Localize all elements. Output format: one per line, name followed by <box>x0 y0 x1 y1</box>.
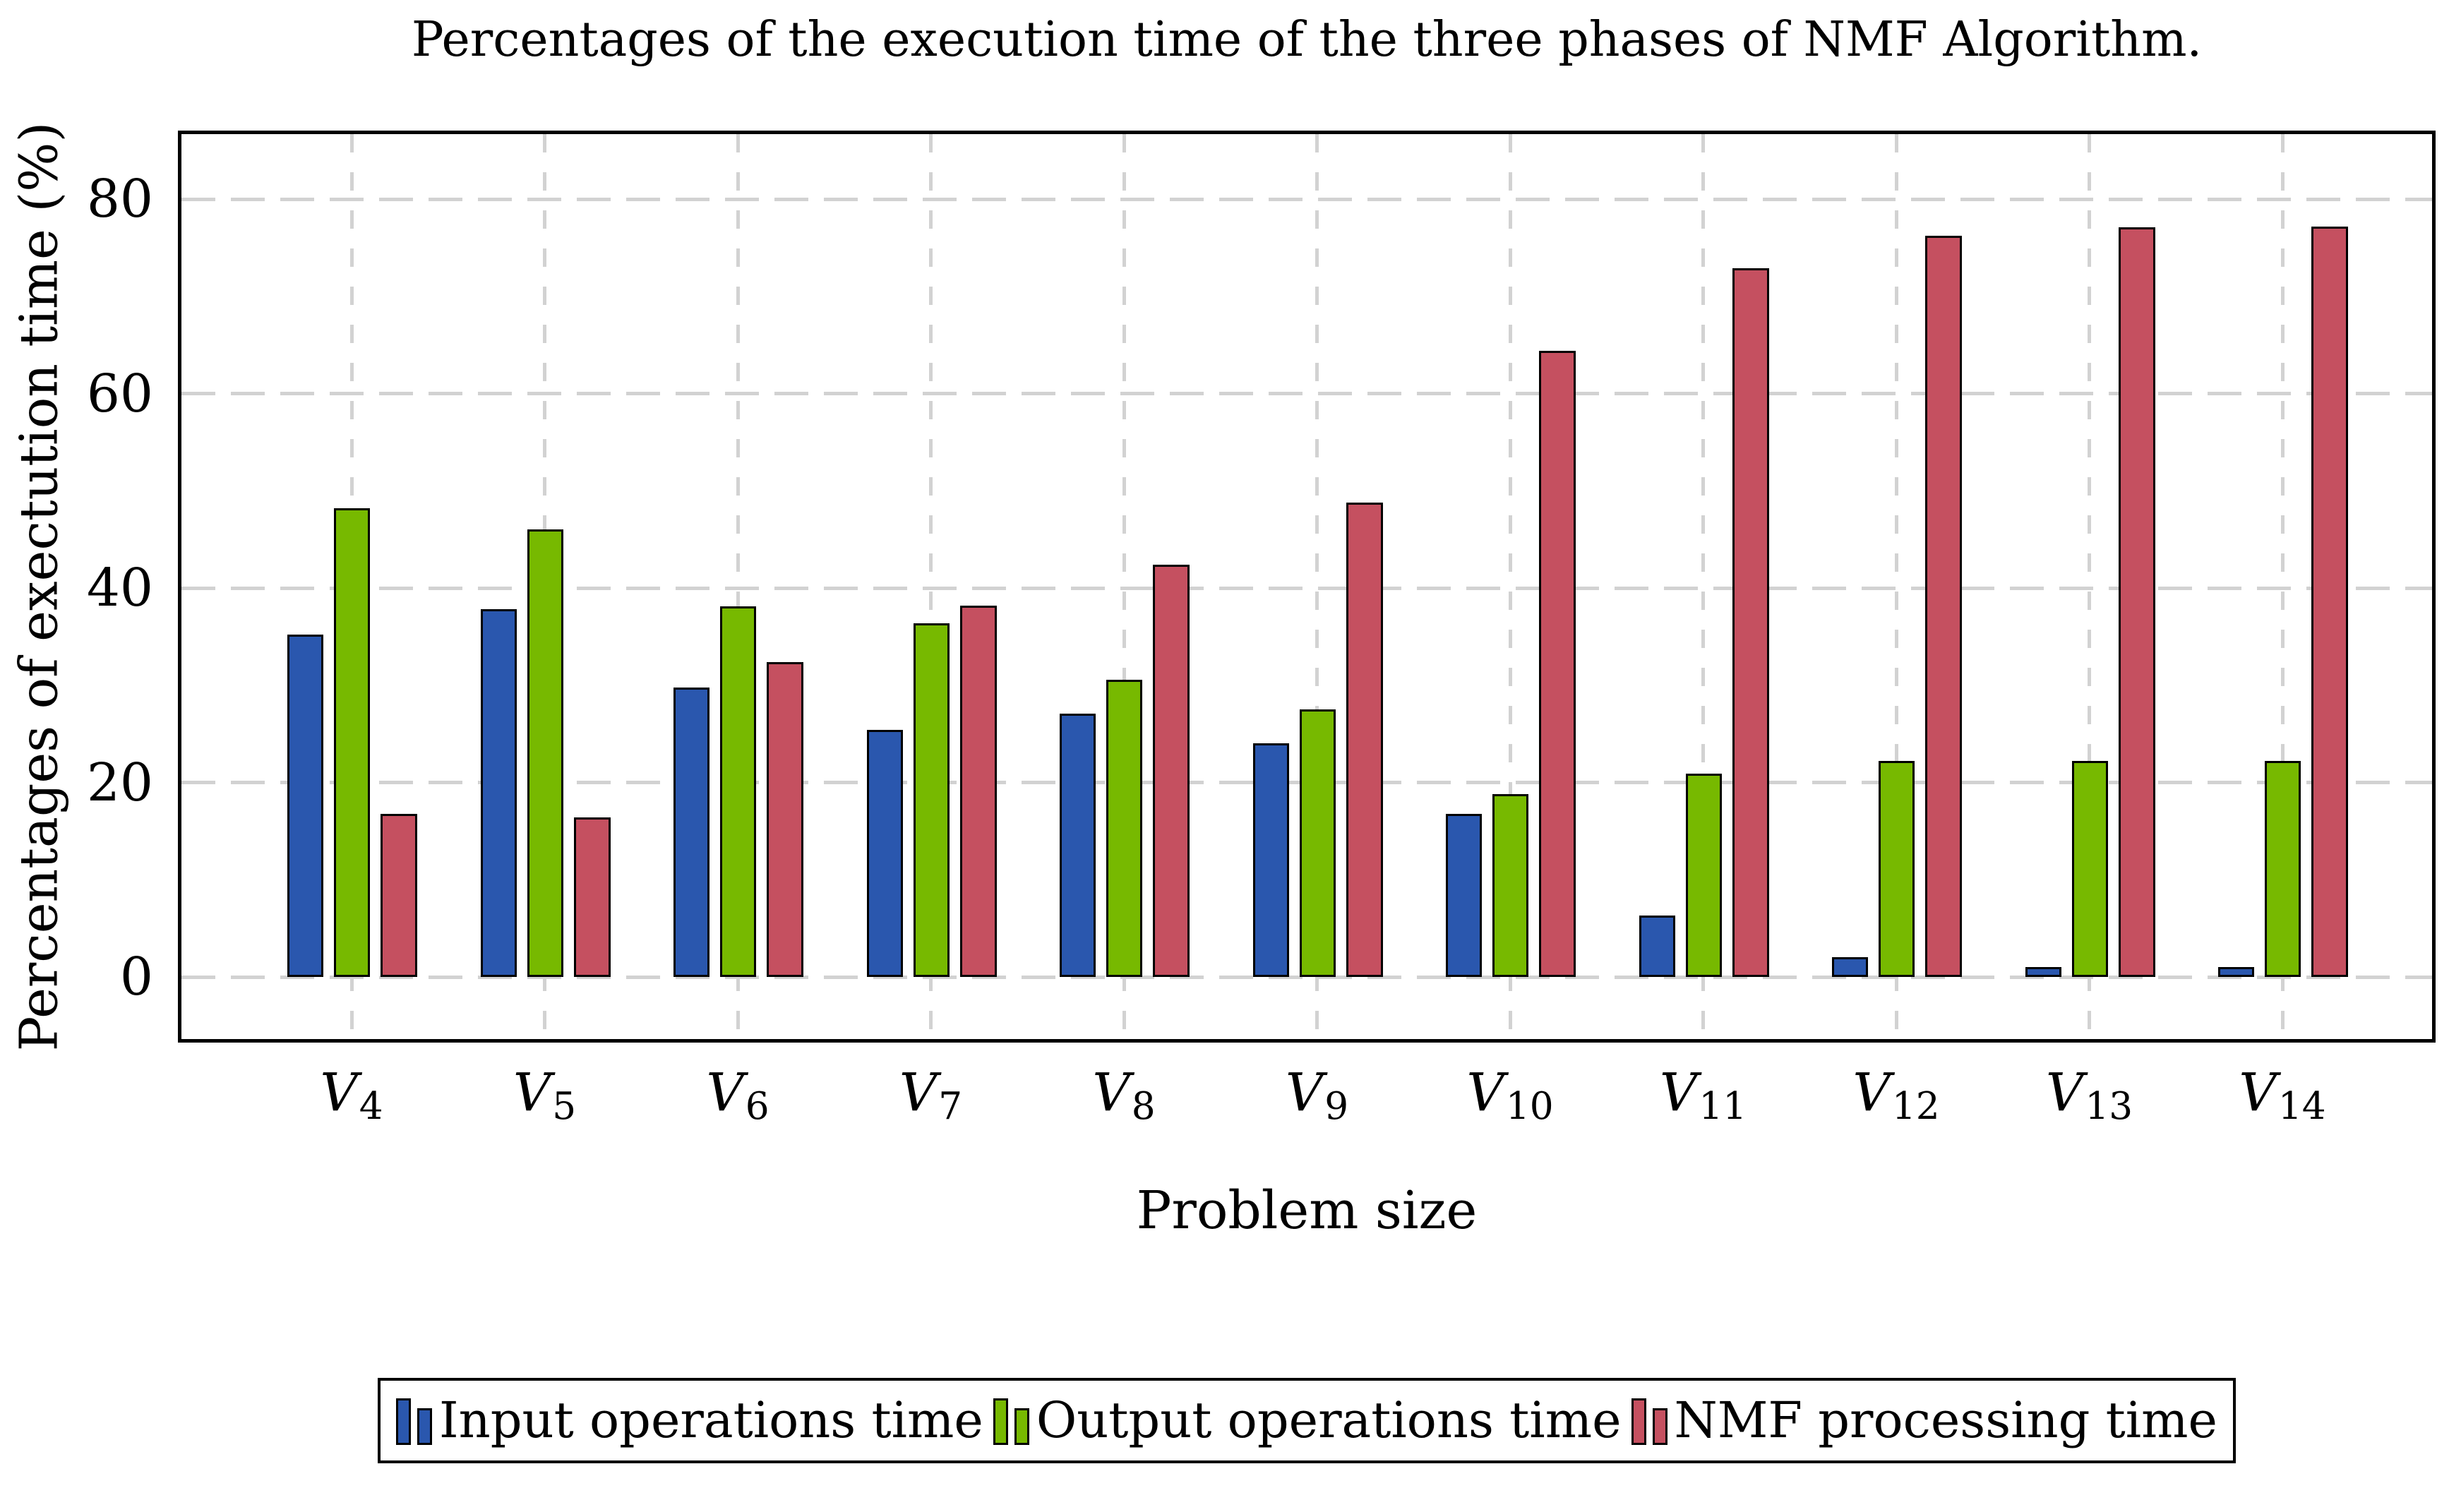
bar-nmf-processing-time-V10 <box>1539 350 1576 977</box>
x-tick-label: V10 <box>1466 1062 1554 1128</box>
bar-nmf-processing-time-V4 <box>381 813 417 977</box>
x-tick-label: V8 <box>1092 1062 1156 1128</box>
legend-label: NMF processing time <box>1674 1391 2218 1449</box>
bar-input-operations-time-V5 <box>480 609 517 977</box>
legend-mini-bar <box>1652 1408 1667 1445</box>
legend-label: Input operations time <box>438 1391 983 1449</box>
vertical-gridline <box>1122 134 1126 1039</box>
legend-row: Input operations time Output operations t… <box>178 1378 2436 1463</box>
legend-label: Output operations time <box>1036 1391 1622 1449</box>
y-tick-label: 80 <box>86 169 153 229</box>
plot-area <box>178 131 2436 1043</box>
legend-box: Input operations time Output operations t… <box>377 1378 2236 1463</box>
bar-input-operations-time-V13 <box>2025 967 2061 977</box>
legend-mini-bar <box>993 1398 1008 1445</box>
bar-nmf-processing-time-V8 <box>1153 564 1190 977</box>
bar-output-operations-time-V13 <box>2071 761 2108 977</box>
legend-mini-bar <box>1631 1398 1646 1445</box>
bar-nmf-processing-time-V12 <box>1925 236 1962 977</box>
bar-output-operations-time-V4 <box>334 508 370 977</box>
vertical-gridline <box>1701 134 1705 1039</box>
y-tick-label: 20 <box>86 752 153 813</box>
x-tick-label: V6 <box>706 1062 770 1128</box>
y-tick-label: 60 <box>86 363 153 424</box>
vertical-gridline <box>2280 134 2285 1039</box>
bar-output-operations-time-V12 <box>1879 761 1915 977</box>
bar-input-operations-time-V12 <box>1832 957 1868 977</box>
horizontal-gridline <box>181 197 2432 201</box>
bar-nmf-processing-time-V6 <box>767 661 803 977</box>
legend-entry: NMF processing time <box>1631 1391 2218 1449</box>
x-tick-label: V11 <box>1659 1062 1747 1128</box>
bar-input-operations-time-V14 <box>2218 967 2254 977</box>
vertical-gridline <box>2088 134 2091 1039</box>
legend-entry: Input operations time <box>395 1391 983 1449</box>
horizontal-gridline <box>181 586 2432 590</box>
legend-bar-swatch-icon <box>395 1398 432 1445</box>
legend-entry: Output operations time <box>993 1392 1622 1449</box>
bar-output-operations-time-V14 <box>2265 761 2301 977</box>
legend-mini-bar <box>417 1408 432 1445</box>
x-tick-label: V5 <box>513 1062 577 1128</box>
legend-mini-bar <box>1014 1408 1029 1445</box>
bar-nmf-processing-time-V13 <box>2118 227 2155 977</box>
x-axis-label: Problem size <box>1136 1180 1478 1241</box>
bar-nmf-processing-time-V7 <box>959 605 997 977</box>
x-tick-label: V12 <box>1852 1062 1940 1128</box>
x-tick-label: V7 <box>899 1062 963 1128</box>
bar-input-operations-time-V11 <box>1639 916 1675 977</box>
bar-nmf-processing-time-V9 <box>1346 502 1383 977</box>
bar-output-operations-time-V10 <box>1492 794 1528 977</box>
x-tick-label: V13 <box>2045 1062 2133 1128</box>
bar-output-operations-time-V8 <box>1106 679 1142 977</box>
bar-input-operations-time-V10 <box>1446 813 1482 977</box>
vertical-gridline <box>1315 134 1319 1039</box>
bar-output-operations-time-V5 <box>527 529 563 977</box>
y-tick-label: 0 <box>119 947 153 1007</box>
vertical-gridline <box>736 134 740 1039</box>
bar-output-operations-time-V11 <box>1685 774 1722 977</box>
bar-input-operations-time-V6 <box>673 687 709 977</box>
bar-output-operations-time-V6 <box>720 606 756 977</box>
horizontal-gridline <box>181 392 2432 395</box>
bar-nmf-processing-time-V14 <box>2311 226 2348 977</box>
bar-nmf-processing-time-V5 <box>573 817 611 977</box>
bar-output-operations-time-V7 <box>913 623 950 977</box>
vertical-gridline <box>1508 134 1512 1039</box>
legend-bar-swatch-icon <box>993 1398 1029 1445</box>
bar-input-operations-time-V7 <box>866 730 903 977</box>
horizontal-gridline <box>181 975 2432 979</box>
bar-input-operations-time-V9 <box>1252 743 1289 977</box>
legend-bar-swatch-icon <box>1631 1398 1667 1445</box>
legend-mini-bar <box>395 1398 411 1445</box>
vertical-gridline <box>929 134 933 1039</box>
bar-input-operations-time-V8 <box>1060 713 1096 977</box>
x-tick-label: V14 <box>2239 1062 2326 1128</box>
chart-title: Percentages of the execution time of the… <box>411 12 2203 68</box>
vertical-gridline <box>1894 134 1898 1039</box>
y-tick-label: 40 <box>86 558 153 618</box>
x-tick-label: V4 <box>320 1062 383 1128</box>
bar-nmf-processing-time-V11 <box>1732 268 1769 977</box>
bar-output-operations-time-V9 <box>1299 709 1336 977</box>
bar-input-operations-time-V4 <box>287 635 323 977</box>
x-tick-label: V9 <box>1285 1062 1349 1128</box>
